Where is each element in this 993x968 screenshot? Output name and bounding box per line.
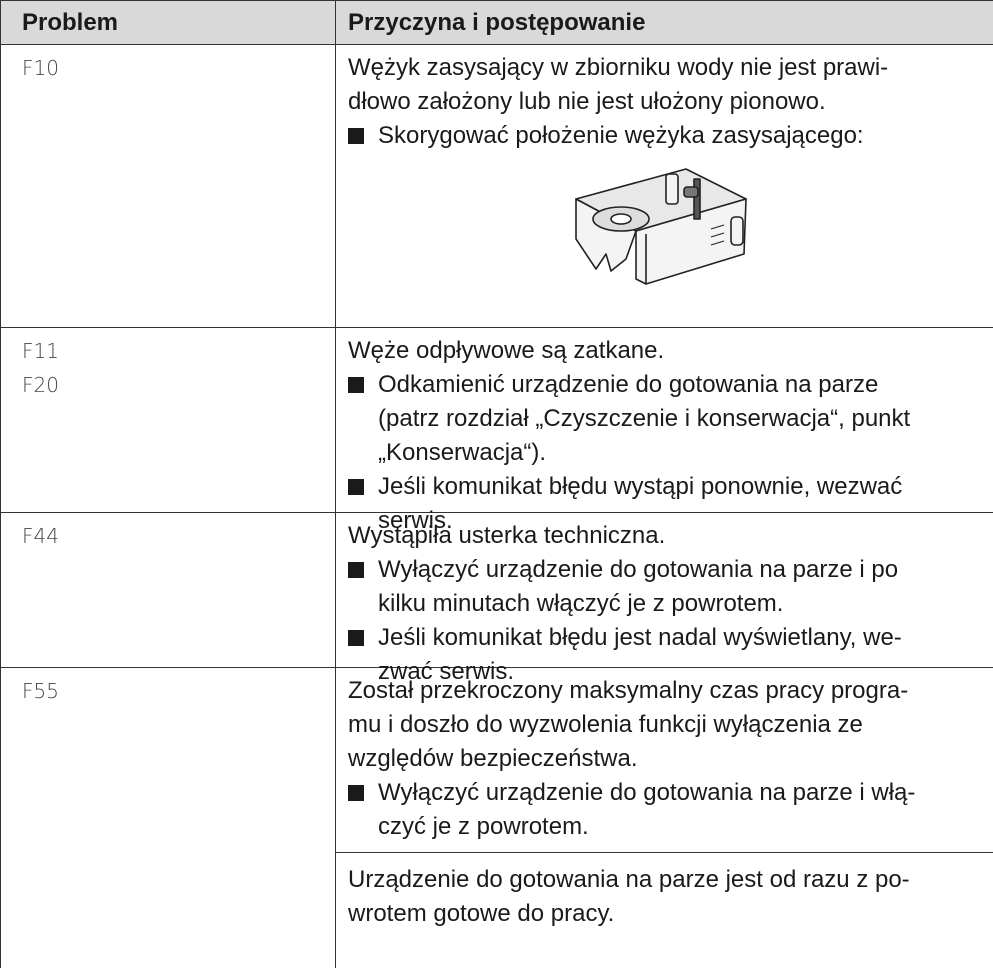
header-problem: Problem bbox=[1, 1, 336, 44]
action-step: Jeśli komunikat błędu wystąpi ponownie, … bbox=[348, 470, 981, 538]
bullet-square bbox=[348, 562, 364, 578]
cause-section: Został przekroczony maksymalny czas prac… bbox=[336, 668, 993, 852]
step-line: Skorygować położenie wężyka zasysającego… bbox=[378, 122, 864, 149]
table-body: F10 Wężyk zasysający w zbiorniku wody nie… bbox=[1, 45, 993, 968]
step-line: zwać serwis. bbox=[378, 658, 515, 685]
text-line: Węże odpływowe są zatkane. bbox=[348, 337, 665, 364]
water-tank-illustration bbox=[575, 168, 747, 285]
text-line: Wężyk zasysający w zbiorniku wody nie je… bbox=[348, 54, 889, 81]
text-line: dłowo założony lub nie jest ułożony pion… bbox=[348, 88, 826, 115]
action-step: Wyłączyć urządzenie do gotowania na parz… bbox=[348, 776, 981, 844]
bullet-square bbox=[348, 479, 364, 495]
header-cause: Przyczyna i postępowanie bbox=[348, 9, 646, 36]
action-step: Jeśli komunikat błędu jest nadal wyświet… bbox=[348, 621, 981, 689]
cause-section: Urządzenie do gotowania na parze jest od… bbox=[336, 852, 993, 939]
step-line: (patrz rozdział „Czyszczenie i konserwac… bbox=[378, 405, 911, 432]
bullet-square bbox=[348, 785, 364, 801]
table-row: F11 F20 Węże odpływowe są zatkane. Odkamien… bbox=[1, 328, 993, 534]
bullet-square bbox=[348, 630, 364, 646]
error-code: F44 bbox=[22, 524, 59, 548]
cause-cell: Wystąpiła usterka techniczna. Wyłączyć ur… bbox=[336, 513, 993, 685]
step-line: „Konserwacja“). bbox=[378, 439, 547, 466]
cause-cell: Wężyk zasysający w zbiorniku wody nie je… bbox=[336, 45, 993, 327]
step-line: Wyłączyć urządzenie do gotowania na parz… bbox=[378, 779, 916, 806]
table-row: F10 Wężyk zasysający w zbiorniku wody nie… bbox=[1, 45, 993, 328]
bullet-square bbox=[348, 128, 364, 144]
table-row: F44 Wystąpiła usterka techniczna. Wyłączyć… bbox=[1, 513, 993, 685]
step-line: Wyłączyć urządzenie do gotowania na parz… bbox=[378, 556, 899, 583]
problem-cell: F55 bbox=[1, 668, 336, 968]
step-line: Jeśli komunikat błędu jest nadal wyświet… bbox=[378, 624, 902, 651]
cause-cell: Został przekroczony maksymalny czas prac… bbox=[336, 668, 993, 968]
step-line: Odkamienić urządzenie do gotowania na pa… bbox=[378, 371, 879, 398]
error-code: F55 bbox=[22, 679, 59, 703]
step-line: czyć je z powrotem. bbox=[378, 813, 589, 840]
error-code: F11 bbox=[22, 339, 59, 363]
text-line: Wystąpiła usterka techniczna. bbox=[348, 522, 666, 549]
text-line: mu i doszło do wyzwolenia funkcji wyłącz… bbox=[348, 711, 863, 738]
cause-cell: Węże odpływowe są zatkane. Odkamienić urz… bbox=[336, 328, 993, 534]
error-code: F20 bbox=[22, 373, 59, 397]
step-line: serwis. bbox=[378, 507, 453, 534]
text-line: wrotem gotowe do pracy. bbox=[348, 900, 615, 927]
action-step: Odkamienić urządzenie do gotowania na pa… bbox=[348, 368, 981, 470]
cause-section: Węże odpływowe są zatkane. Odkamienić urz… bbox=[336, 328, 993, 546]
error-code: F10 bbox=[22, 56, 59, 80]
table-row: F55 Został przekroczony maksymalny czas p… bbox=[1, 668, 993, 968]
cause-section: Wężyk zasysający w zbiorniku wody nie je… bbox=[336, 45, 993, 302]
bullet-square bbox=[348, 377, 364, 393]
action-step: Skorygować położenie wężyka zasysającego… bbox=[348, 119, 981, 153]
text-line: Urządzenie do gotowania na parze jest od… bbox=[348, 866, 910, 893]
step-line: kilku minutach włączyć je z powrotem. bbox=[378, 590, 784, 617]
table-header: Problem Przyczyna i postępowanie bbox=[1, 1, 993, 45]
cause-section: Wystąpiła usterka techniczna. Wyłączyć ur… bbox=[336, 513, 993, 697]
problem-cell: F44 bbox=[1, 513, 336, 667]
step-line: Jeśli komunikat błędu wystąpi ponownie, … bbox=[378, 473, 903, 500]
text-line: względów bezpieczeństwa. bbox=[348, 745, 638, 772]
action-step: Wyłączyć urządzenie do gotowania na parz… bbox=[348, 553, 981, 621]
text-line: Został przekroczony maksymalny czas prac… bbox=[348, 677, 909, 704]
problem-cell: F11 F20 bbox=[1, 328, 336, 512]
problem-cell: F10 bbox=[1, 45, 336, 327]
